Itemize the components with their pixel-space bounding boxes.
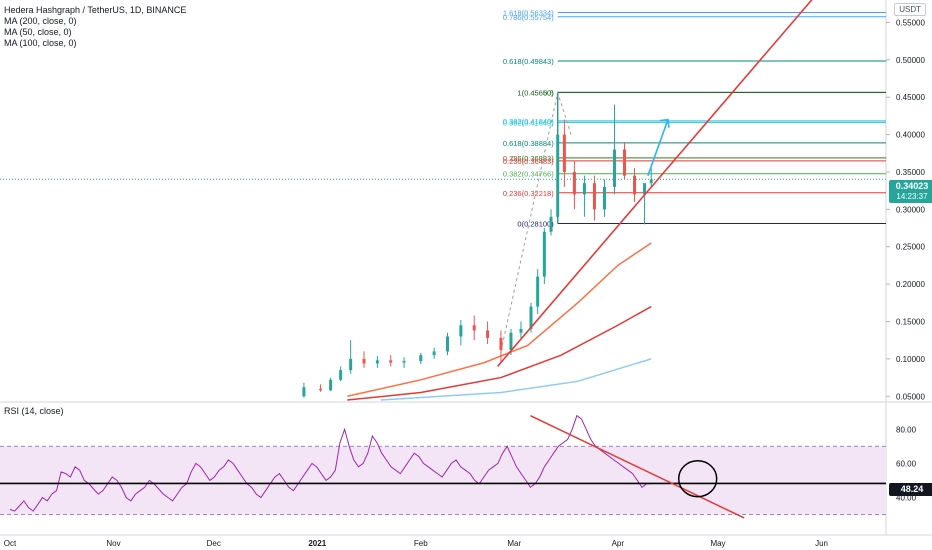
- candle-body: [486, 330, 490, 338]
- candle-body: [519, 328, 523, 333]
- projection-arrow: [647, 119, 669, 176]
- price-tick-label: 0.10000: [896, 355, 925, 364]
- rsi-tick-label: 60.00: [896, 459, 917, 468]
- candle-body: [302, 387, 306, 397]
- rsi-tick-label: 80.00: [896, 425, 917, 434]
- candle-body: [389, 360, 393, 363]
- rsi-band: [0, 446, 886, 515]
- price-grid: [0, 0, 932, 536]
- time-tick-label: Jun: [815, 539, 828, 548]
- chart-legend: Hedera Hashgraph / TetherUS, 1D, BINANCE…: [4, 5, 186, 49]
- candle-body: [509, 332, 513, 350]
- candle-body: [649, 179, 653, 184]
- rsi-line: [9, 414, 652, 512]
- fib-level-label: 0.786(0.55754): [503, 13, 554, 22]
- price-tick-label: 0.55000: [896, 18, 925, 27]
- price-tick-label: 0.30000: [896, 205, 925, 214]
- fib-level-label: 0.236(0.36483): [503, 157, 554, 166]
- time-tick-label: 2021: [308, 539, 326, 548]
- candle-body: [562, 134, 566, 172]
- candle-body: [582, 183, 586, 195]
- axes: 0.55000 0.50000 0.45000 0.40000 0.35000 0.300…: [4, 18, 926, 548]
- ma-200-label[interactable]: MA (200, close, 0): [4, 16, 77, 26]
- support-trendline: [496, 0, 813, 367]
- candle-body: [432, 351, 436, 356]
- fib-level-label: 0.5: [543, 88, 553, 97]
- moving-average-line: [380, 358, 652, 401]
- candle-body: [446, 336, 449, 352]
- candle-body: [329, 379, 333, 391]
- time-tick-label: Oct: [4, 539, 17, 548]
- candle-body: [643, 183, 647, 195]
- fib-level-label: 1.618(0.56334): [503, 8, 554, 17]
- candle-body: [633, 175, 637, 195]
- candle-body: [349, 358, 353, 371]
- price-tick-label: 0.40000: [896, 131, 925, 140]
- fib-level-label: 0.618(0.38884): [503, 139, 554, 148]
- candle-body: [375, 360, 379, 364]
- price-background: [0, 0, 886, 402]
- candle-body: [556, 134, 560, 217]
- price-tick-label: 0.25000: [896, 243, 925, 252]
- price-tick-label: 0.15000: [896, 317, 925, 326]
- fib-level-label: 0(0.28100): [517, 220, 554, 229]
- projection-arrowhead: [659, 118, 670, 128]
- ma-100-label[interactable]: MA (100, close, 0): [4, 38, 77, 48]
- fib-level-label: 0.5(0.36883): [511, 154, 554, 163]
- rsi-pane: 80.00 60.00 40.00: [0, 414, 917, 519]
- currency-button[interactable]: USDT: [894, 3, 926, 16]
- rsi-label[interactable]: RSI (14, close): [4, 406, 64, 416]
- fib-level-label: 0.382(0.41840): [503, 117, 554, 126]
- candle-body: [536, 276, 540, 307]
- rsi-value-tag: 48.24: [889, 483, 932, 496]
- rsi-trendline: [530, 414, 745, 519]
- candle-body: [529, 306, 533, 329]
- symbol-title[interactable]: Hedera Hashgraph / TetherUS, 1D, BINANCE: [4, 5, 187, 15]
- price-tick-label: 0.50000: [896, 56, 925, 65]
- fib-level-label: 0.382(0.41640): [503, 118, 554, 127]
- rsi-legend: RSI (14, close): [4, 406, 64, 417]
- moving-average-line: [347, 242, 652, 397]
- candle-body: [402, 361, 406, 363]
- time-tick-label: Apr: [612, 539, 625, 548]
- time-tick-label: Nov: [106, 539, 120, 548]
- candle-body: [612, 149, 616, 187]
- time-tick-label: Dec: [207, 539, 221, 548]
- candle-body: [419, 355, 423, 362]
- fib-level-label: 0.382(0.34766): [503, 170, 554, 179]
- rsi-highlight-circle: [677, 459, 718, 498]
- fib-level-label: 0.236(0.36883): [503, 154, 554, 163]
- candle-body: [472, 325, 476, 331]
- candle-body: [549, 216, 553, 232]
- fib-level-label: 0.236(0.32218): [503, 189, 554, 198]
- candle-body: [339, 370, 343, 380]
- fib-level-label: 0.618(0.49843): [503, 57, 554, 66]
- candle-body: [572, 171, 576, 195]
- moving-average-line: [347, 305, 652, 401]
- fib-level-label: 1(0.45650): [517, 88, 554, 97]
- price-tick-label: 0.20000: [896, 280, 925, 289]
- ma-50-label[interactable]: MA (50, close, 0): [4, 27, 72, 37]
- candle-body: [542, 231, 546, 277]
- time-tick-label: Mar: [507, 539, 521, 548]
- candle-body: [362, 358, 366, 364]
- price-pane: 1.618(0.56334)0.786(0.55754) 0.618(0.4984…: [0, 0, 886, 401]
- last-price-tag: 0.34023: [889, 180, 932, 193]
- price-tick-label: 0.05000: [896, 392, 925, 401]
- price-tick-label: 0.35000: [896, 168, 925, 177]
- bar-countdown: 14:23:37: [889, 190, 932, 203]
- candle-body: [592, 183, 596, 210]
- candle-body: [602, 186, 606, 210]
- candle-body: [623, 149, 627, 176]
- candle-body: [499, 337, 503, 350]
- rsi-tick-label: 40.00: [896, 493, 917, 502]
- candle-body: [319, 388, 323, 391]
- price-tick-label: 0.45000: [896, 93, 925, 102]
- time-tick-label: May: [710, 539, 725, 548]
- time-tick-label: Feb: [414, 539, 428, 548]
- candle-body: [459, 325, 463, 337]
